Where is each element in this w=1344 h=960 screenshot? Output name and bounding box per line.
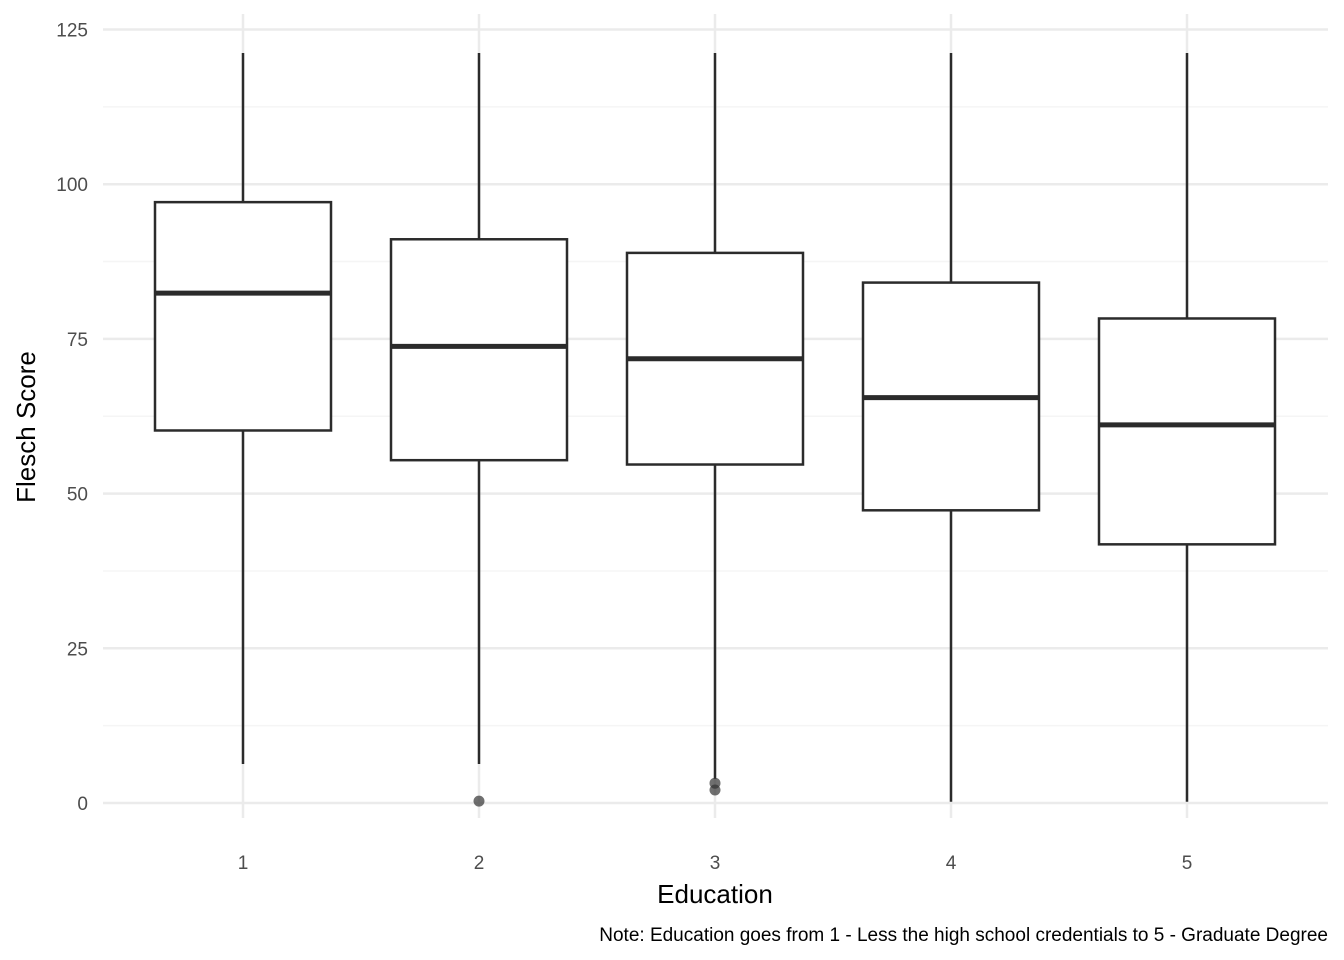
x-tick-labels: 1 2 3 4 5 — [238, 853, 1193, 874]
y-axis-title: Flesch Score — [11, 351, 41, 503]
y-tick-labels: 0 25 50 75 100 125 — [56, 21, 88, 816]
boxes — [153, 53, 1277, 807]
box-group — [389, 53, 569, 807]
outlier-point — [709, 784, 721, 796]
box — [153, 200, 333, 432]
x-tick-label: 5 — [1182, 853, 1193, 874]
x-tick-label: 2 — [474, 853, 485, 874]
y-tick-label: 125 — [56, 21, 88, 42]
box-group — [625, 53, 805, 796]
box-group — [861, 53, 1041, 802]
y-tick-label: 50 — [67, 485, 88, 506]
box — [1097, 317, 1277, 546]
box-group — [153, 53, 333, 765]
box-group — [1097, 53, 1277, 802]
y-tick-label: 25 — [67, 639, 88, 660]
y-tick-label: 100 — [56, 175, 88, 196]
chart-caption: Note: Education goes from 1 - Less the h… — [599, 925, 1328, 946]
y-tick-label: 0 — [77, 794, 88, 815]
x-axis-title: Education — [657, 879, 773, 909]
x-tick-label: 3 — [710, 853, 721, 874]
y-tick-label: 75 — [67, 330, 88, 351]
x-tick-label: 4 — [946, 853, 957, 874]
box — [389, 238, 569, 462]
x-tick-label: 1 — [238, 853, 249, 874]
outlier-point — [473, 795, 485, 807]
